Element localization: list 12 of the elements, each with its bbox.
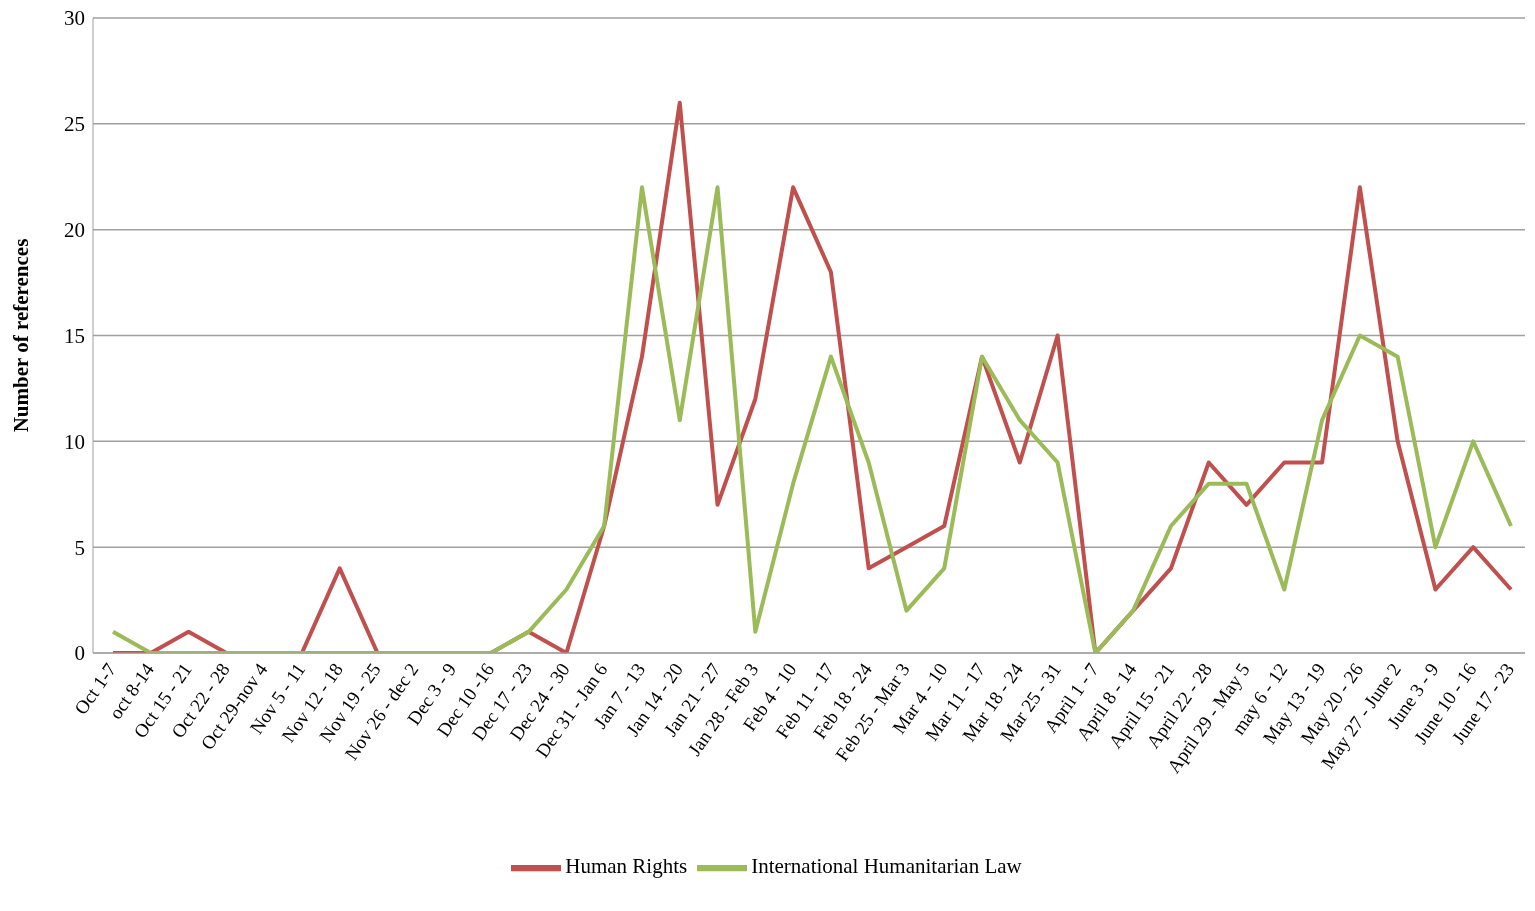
y-tick-label: 5 [74,535,85,560]
y-tick-label: 20 [64,218,85,243]
y-axis-title: Number of references [9,238,34,433]
line-series [111,185,1513,653]
line-series [111,100,1513,653]
y-tick-label: 25 [64,112,85,137]
legend-label: International Humanitarian Law [751,853,1022,878]
y-tick-label: 30 [64,6,85,31]
y-tick-label: 0 [74,641,85,666]
legend-label: Human Rights [565,853,688,878]
y-tick-label: 15 [64,323,85,348]
y-tick-label: 10 [64,429,85,454]
